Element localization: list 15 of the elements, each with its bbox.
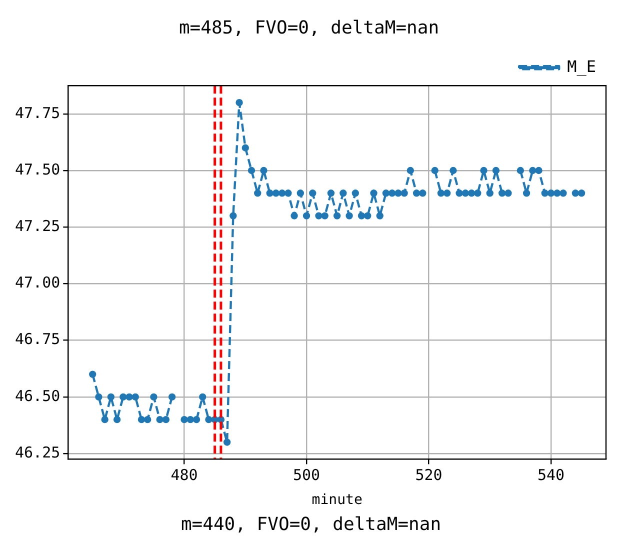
y-tick-label: 46.50 <box>15 386 60 405</box>
y-tick-label: 47.25 <box>15 217 60 236</box>
y-tick-label: 46.25 <box>15 443 60 462</box>
x-tick-label: 540 <box>537 466 565 484</box>
y-tick-label: 47.50 <box>15 160 60 178</box>
y-tick-label: 47.00 <box>15 274 60 292</box>
text: m=440, FVO=0, deltaM=nan <box>180 513 442 537</box>
x-axis-title: minute <box>312 492 362 508</box>
y-tick-label: 46.75 <box>15 330 60 348</box>
chart-title: m=485, FVO=0, deltaM=nan <box>178 17 440 38</box>
x-tick-label: 520 <box>415 466 442 484</box>
y-tick-label: 47.75 <box>15 104 60 122</box>
x-tick-label: 480 <box>170 466 198 484</box>
legend-label: M_E <box>567 56 596 76</box>
x-tick-label: 500 <box>292 466 320 484</box>
